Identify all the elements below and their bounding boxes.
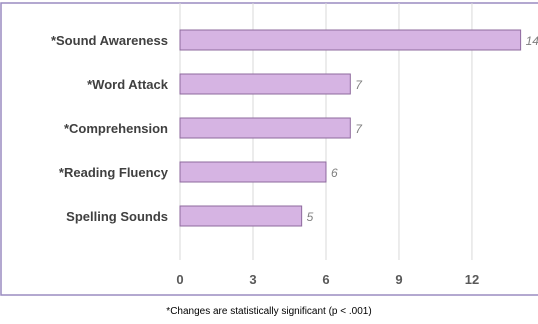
- data-label-2: 7: [355, 122, 363, 136]
- data-labels: 14 7 7 6 5: [307, 34, 538, 224]
- bar-4: [179, 205, 303, 227]
- category-labels: *Sound Awareness *Word Attack *Comprehensi…: [51, 33, 169, 224]
- data-label-1: 7: [355, 78, 363, 92]
- plot-area-border: [0, 2, 538, 296]
- bar-1: [179, 73, 351, 95]
- x-tick-label-1: 3: [249, 272, 256, 287]
- x-tick-label-3: 9: [395, 272, 402, 287]
- x-tick-label-4: 12: [465, 272, 479, 287]
- category-label-2: *Comprehension: [64, 121, 168, 136]
- data-label-3: 6: [331, 166, 338, 180]
- category-label-0: *Sound Awareness: [51, 33, 168, 48]
- data-label-4: 5: [307, 210, 314, 224]
- footnote: *Changes are statistically significant (…: [166, 306, 372, 317]
- data-label-0: 14: [526, 34, 538, 48]
- category-label-1: *Word Attack: [87, 77, 169, 92]
- category-label-3: *Reading Fluency: [59, 165, 169, 180]
- bar-0: [179, 29, 522, 51]
- bar-3: [179, 161, 327, 183]
- bars: [179, 29, 522, 227]
- x-tick-label-2: 6: [322, 272, 329, 287]
- category-label-4: Spelling Sounds: [66, 209, 168, 224]
- x-tick-label-0: 0: [176, 272, 183, 287]
- bar-2: [179, 117, 351, 139]
